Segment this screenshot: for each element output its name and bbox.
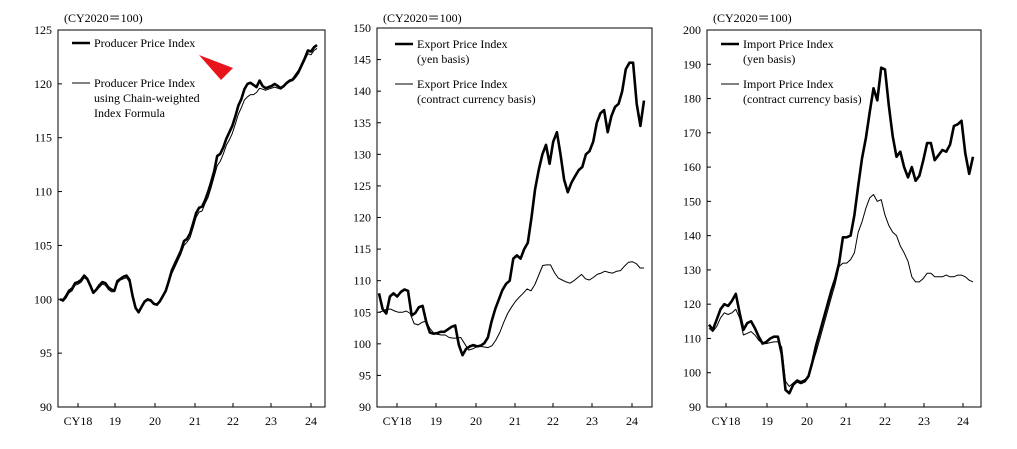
chart2-y-tick-label: 100 [353,337,371,351]
chart3-legend-label-2: Import Price Index [743,77,834,91]
chart3-y-tick-label: 140 [683,229,701,243]
chart3-x-tick-label: 22 [879,414,891,428]
chart1-x-tick-label: 22 [227,414,239,428]
chart3-y-tick-label: 90 [689,400,701,414]
chart3-legend-label-1: Import Price Index [743,37,834,51]
chart3-x-tick-label: 21 [840,414,852,428]
chart1-x-tick-label: 21 [189,414,201,428]
chart1-red-arrow-icon [199,55,233,80]
chart1-y-tick-label: 125 [34,23,52,37]
chart1-y-tick-label: 105 [34,238,52,252]
chart1-x-tick-label: 20 [149,414,161,428]
chart1-legend-label-2: Producer Price Index [94,76,195,90]
chart3-series-1-line [707,66,975,395]
chart2-y-tick-label: 140 [353,84,371,98]
chart3-y-tick-label: 170 [683,126,701,140]
chart1-legend-label-2: Index Formula [94,106,166,120]
chart2-legend-label-2: Export Price Index [417,77,508,91]
chart1-x-tick-label: 24 [305,414,317,428]
chart1-y-tick-label: 100 [34,292,52,306]
chart2-y-tick-label: 115 [353,242,371,256]
chart3-x-tick-label: 20 [801,414,813,428]
chart1-x-tick-label: CY18 [64,414,93,428]
chart3-y-tick-label: 190 [683,57,701,71]
chart3-x-tick-label: 24 [957,414,969,428]
chart2-y-tick-label: 110 [353,274,371,288]
chart3-plot-frame [706,29,982,408]
chart2-y-tick-label: 95 [359,368,371,382]
chart2-legend-label-1: (yen basis) [417,52,469,66]
chart3-y-tick-label: 110 [683,331,701,345]
chart1-y-tick-label: 120 [34,77,52,91]
chart2-y-tick-label: 130 [353,147,371,161]
chart2-y-tick-label: 150 [353,21,371,35]
chart1-y-tick-label: 115 [34,131,52,145]
chart2-x-tick-label: 19 [430,414,442,428]
chart2-series-1-line [377,61,646,357]
chart3-unit-label: (CY2020＝100) [713,11,792,25]
chart3-legend-label-2: (contract currency basis) [743,92,862,106]
chart3-x-tick-label: CY18 [712,414,741,428]
chart2-legend-label-2: (contract currency basis) [417,92,536,106]
chart3-legend-label-1: (yen basis) [743,52,795,66]
chart2-y-tick-label: 105 [353,305,371,319]
chart2-x-tick-label: 21 [509,414,521,428]
chart3-x-tick-label: 19 [761,414,773,428]
chart1-legend-label-1: Producer Price Index [94,36,195,50]
chart1-y-tick-label: 90 [40,400,52,414]
chart3-y-tick-label: 130 [683,263,701,277]
chart1-legend-label-2: using Chain-weighted [94,91,200,105]
chart2-series-2-line [378,261,644,351]
chart1-y-tick-label: 95 [40,346,52,360]
chart1-plot-frame [57,29,326,408]
chart3-y-tick-label: 150 [683,194,701,208]
chart2-unit-label: (CY2020＝100) [383,11,462,25]
chart3-x-tick-label: 23 [918,414,930,428]
chart3-y-tick-label: 160 [683,160,701,174]
chart2-y-tick-label: 90 [359,400,371,414]
chart2-x-tick-label: 20 [470,414,482,428]
chart3-series-2-line [708,194,974,387]
chart2-legend-label-1: Export Price Index [417,37,508,51]
chart3-y-tick-label: 200 [683,23,701,37]
chart2-x-tick-label: 22 [547,414,559,428]
chart3-y-tick-label: 100 [683,366,701,380]
chart1-series-1-line [59,44,318,314]
chart3-y-tick-label: 120 [683,297,701,311]
chart2-x-tick-label: 24 [626,414,638,428]
chart2-y-tick-label: 135 [353,116,371,130]
chart1-x-tick-label: 23 [265,414,277,428]
chart1-series-2-line [59,47,318,313]
chart2-x-tick-label: 23 [586,414,598,428]
chart2-y-tick-label: 125 [353,179,371,193]
chart2-y-tick-label: 120 [353,211,371,225]
chart2-x-tick-label: CY18 [383,414,412,428]
chart1-unit-label: (CY2020＝100) [64,11,143,25]
chart3-y-tick-label: 180 [683,92,701,106]
chart1-x-tick-label: 19 [109,414,121,428]
chart1-y-tick-label: 110 [34,185,52,199]
chart2-y-tick-label: 145 [353,53,371,67]
